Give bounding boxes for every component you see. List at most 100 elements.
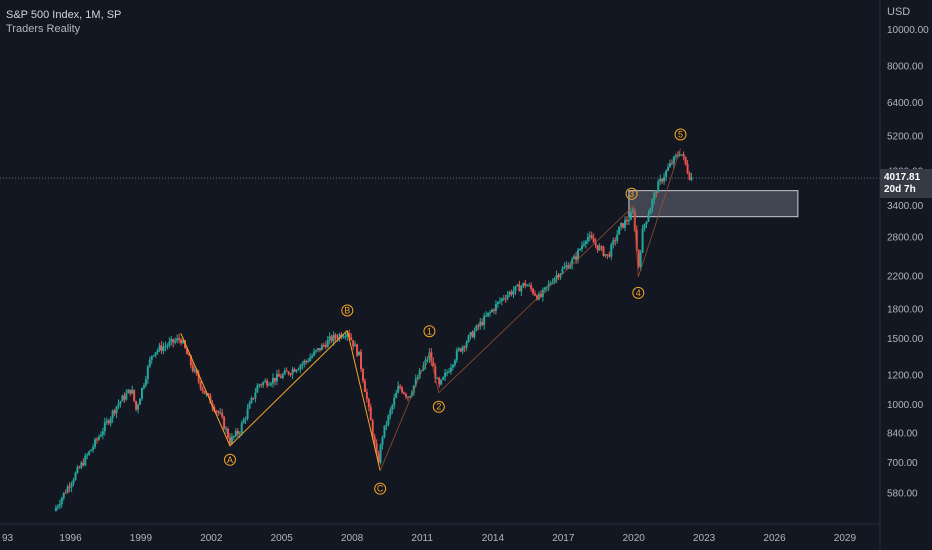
indicator-label[interactable]: Traders Reality [6,23,81,35]
time-tick-label: 2008 [341,533,364,544]
candle-body [234,430,237,437]
candle-body [324,344,327,348]
candle-body [242,419,245,424]
candle-body [270,383,273,385]
wave-impulse-segment[interactable] [429,353,440,393]
candle-body [492,309,495,311]
candle-body [189,355,192,366]
candle-body [481,321,484,325]
candle-body [72,479,75,484]
candle-body [156,350,159,353]
candle-body [365,392,368,400]
candle-body [477,325,480,327]
chart-header: S&P 500 Index, 1M, SP Traders Reality [6,8,121,36]
candle-body [328,336,331,340]
candle-body [586,237,589,242]
candle-body [230,436,233,444]
support-zone[interactable] [628,190,799,218]
candle-body [432,362,435,367]
candle-body [557,275,560,278]
bar-countdown: 20d 7h [880,184,932,199]
candle-body [361,368,364,381]
candle-body [197,374,200,382]
candle-body [575,256,578,260]
candle-body [485,315,488,317]
wave-impulse-segment[interactable] [633,205,639,277]
candle-body [502,298,505,300]
price-tick-label: 10000.00 [887,25,929,36]
candle-body [135,400,138,410]
wave-impulse-segment[interactable] [637,148,681,278]
candle-body [483,315,486,325]
currency-label: USD [887,6,911,18]
wave-abc-segment[interactable] [346,330,381,471]
candle-body [580,245,583,250]
candle-body [174,340,177,343]
candle-body [612,240,615,245]
wave-impulse-segment[interactable] [379,353,430,471]
candle-body [303,360,306,364]
candle-body [629,212,632,220]
candle-body [62,492,65,499]
time-tick-label: 2002 [200,533,223,544]
candle-body [524,283,527,286]
candle-body [64,492,67,494]
candle-body [256,385,259,393]
candle-body [498,301,501,303]
candle-body [137,404,140,410]
candle-body [97,436,100,440]
candle-body [281,374,284,379]
candle-body [602,246,605,256]
candle-body [227,428,230,438]
candle-body [627,219,630,222]
candle-body [661,178,664,182]
candle-body [516,284,519,287]
candle-body [356,344,359,356]
candle-body [285,370,288,372]
price-tick-label: 3400.00 [887,201,924,212]
candle-body [442,376,445,380]
candle-body [318,348,321,351]
candle-body [440,379,443,385]
candle-body [287,371,290,374]
candle-body [299,365,302,370]
candle-body [352,340,355,347]
candle-body [250,397,253,403]
wave-label-circle [632,286,645,299]
candle-body [166,345,169,347]
candle-body [358,351,361,356]
wave-abc-segment[interactable] [229,330,348,447]
candle-body [647,214,650,222]
candle-body [266,380,269,386]
wave-impulse-segment[interactable] [438,205,634,394]
candle-body [293,369,296,372]
price-tick-label: 2200.00 [887,272,924,283]
candle-body [248,402,251,409]
candle-body [70,483,73,488]
price-tick-label: 580.00 [887,489,918,500]
candle-body [682,154,685,157]
candle-body [404,393,407,397]
candle-body [520,286,523,292]
candle-body [162,346,165,351]
wave-label-circle [432,400,445,413]
candle-body [545,286,548,288]
candle-body [688,172,691,180]
candle-body [103,422,106,432]
candle-body [641,228,644,253]
candle-body [670,163,673,165]
candle-body [584,241,587,245]
candle-body [416,377,419,380]
time-tick-label: 1999 [130,533,153,544]
price-tick-label: 6400.00 [887,98,924,109]
wave-abc-segment[interactable] [180,332,231,447]
candle-body [403,392,406,394]
wave-label-circle [674,128,687,141]
candle-body [258,384,261,386]
candle-body [168,341,171,346]
symbol-title[interactable]: S&P 500 Index, 1M, SP [6,9,122,21]
time-tick-label: 2026 [763,533,786,544]
price-tick-label: 1500.00 [887,334,924,345]
candle-body [129,389,132,394]
